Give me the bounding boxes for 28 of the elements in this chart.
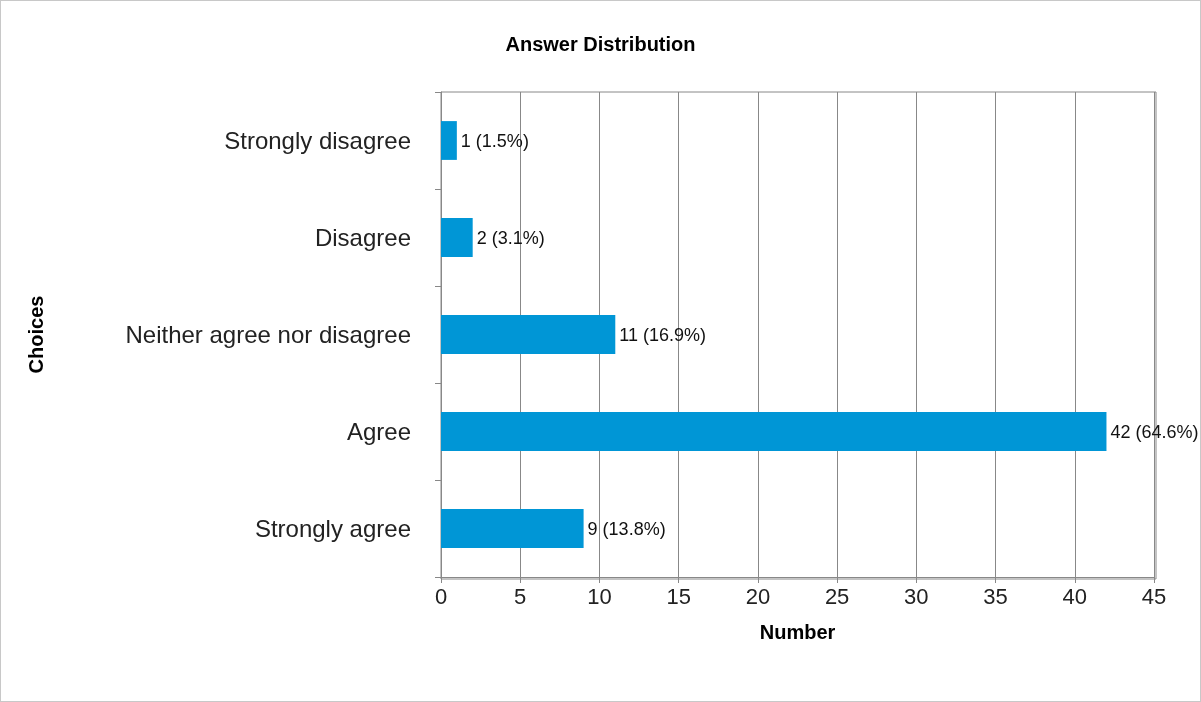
bar (441, 121, 457, 160)
chart-title: Answer Distribution (505, 33, 696, 55)
x-axis-title: Number (759, 621, 836, 643)
x-tick-label: 30 (904, 583, 929, 609)
x-tick-label: 45 (1141, 583, 1167, 609)
bar (441, 218, 473, 257)
y-tick-label: Strongly agree (254, 515, 411, 542)
data-label: 11 (16.9%) (619, 324, 707, 345)
bar (441, 412, 1107, 451)
data-label: 1 (1.5%) (460, 130, 529, 151)
x-tick-label: 40 (1062, 583, 1088, 609)
y-tick-label: Disagree (314, 224, 411, 251)
bar (441, 315, 616, 354)
y-axis-title: Choices (25, 295, 47, 374)
y-tick-label: Neither agree nor disagree (125, 321, 411, 348)
x-tick-label: 15 (666, 583, 691, 609)
x-tick-label: 20 (745, 583, 771, 609)
bar (441, 509, 584, 548)
x-tick-label: 5 (514, 583, 527, 609)
data-label: 42 (64.6%) (1110, 421, 1199, 442)
x-tick-label: 35 (983, 583, 1008, 609)
data-label: 2 (3.1%) (476, 227, 545, 248)
y-tick-label: Agree (346, 418, 411, 445)
data-label: 9 (13.8%) (587, 518, 666, 539)
y-tick-label: Strongly disagree (224, 127, 411, 154)
x-tick-label: 0 (434, 583, 448, 609)
x-tick-label: 10 (587, 583, 612, 609)
x-tick-label: 25 (824, 583, 850, 609)
